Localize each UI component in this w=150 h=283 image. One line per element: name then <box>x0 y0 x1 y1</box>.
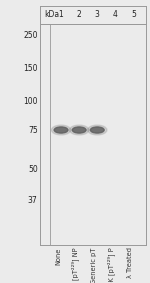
Text: 75: 75 <box>28 125 38 134</box>
Text: Generic pT: Generic pT <box>91 247 97 283</box>
Text: 5: 5 <box>131 10 136 19</box>
Ellipse shape <box>51 125 71 135</box>
Text: p70-S6K [pT²²⁹] NP: p70-S6K [pT²²⁹] NP <box>71 247 79 283</box>
Text: λ Treated: λ Treated <box>128 247 134 278</box>
Ellipse shape <box>88 125 107 135</box>
Text: None: None <box>55 247 61 265</box>
Text: 100: 100 <box>23 97 38 106</box>
Ellipse shape <box>90 127 104 133</box>
Text: 3: 3 <box>95 10 100 19</box>
Text: 250: 250 <box>23 31 38 40</box>
Ellipse shape <box>72 127 86 133</box>
Text: 37: 37 <box>28 196 38 205</box>
Text: kDa: kDa <box>44 10 59 19</box>
Text: 4: 4 <box>113 10 118 19</box>
Text: 2: 2 <box>77 10 82 19</box>
Text: 150: 150 <box>23 64 38 73</box>
Ellipse shape <box>69 125 89 135</box>
Text: 50: 50 <box>28 165 38 174</box>
Text: 1: 1 <box>59 10 63 19</box>
Text: p70-S6K [pT²²⁹] P: p70-S6K [pT²²⁹] P <box>108 247 115 283</box>
Ellipse shape <box>54 127 68 133</box>
